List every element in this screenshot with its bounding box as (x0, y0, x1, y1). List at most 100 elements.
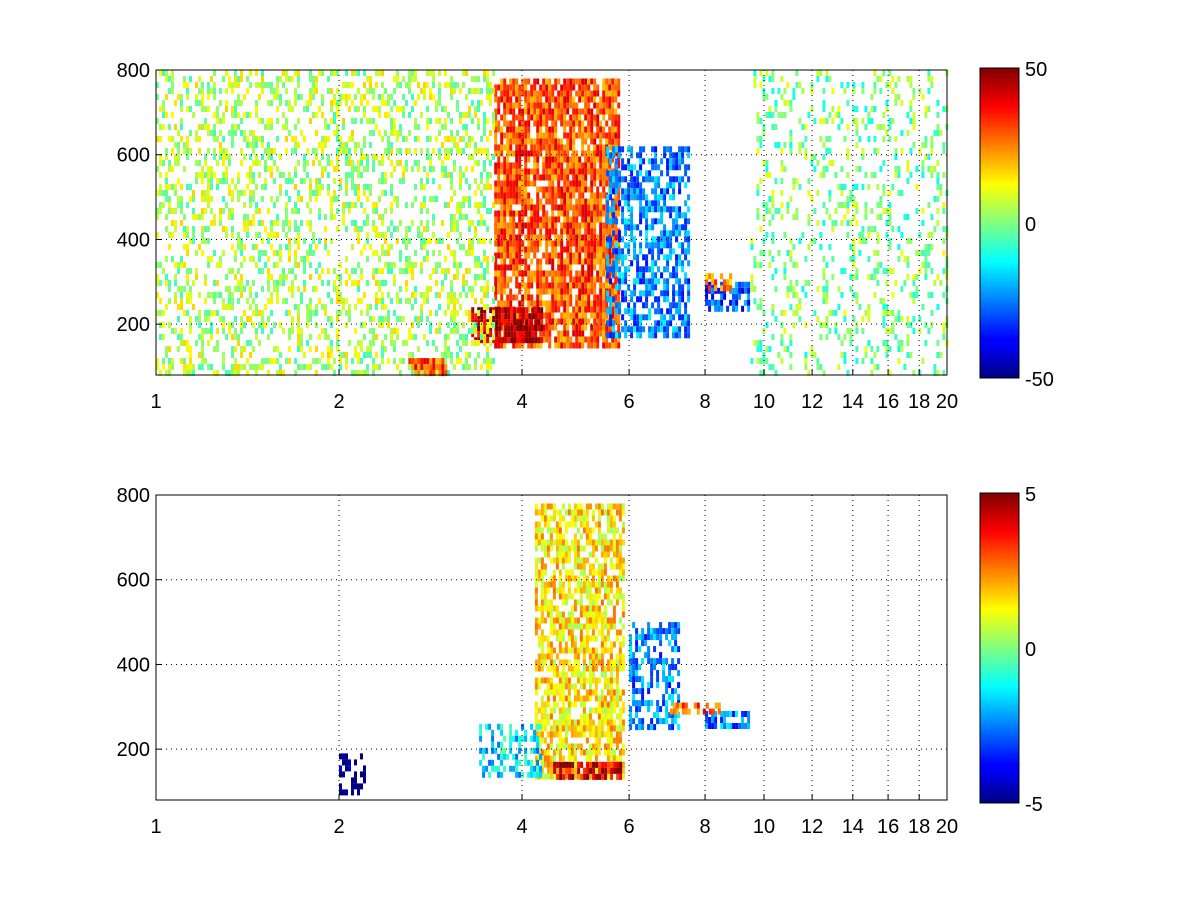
heatmap-cell (599, 162, 603, 169)
heatmap-cell (387, 244, 390, 250)
heatmap-cell (681, 266, 685, 273)
heatmap-cell (483, 334, 486, 340)
heatmap-cell (267, 274, 270, 280)
heatmap-cell (711, 293, 715, 300)
heatmap-cell (192, 208, 195, 214)
heatmap-cell (599, 240, 603, 247)
heatmap-cell (267, 142, 270, 148)
heatmap-cell (846, 370, 850, 376)
heatmap-cell (666, 266, 670, 273)
heatmap-cell (587, 132, 591, 139)
heatmap-cell (828, 196, 832, 202)
heatmap-cell (602, 228, 606, 235)
heatmap-cell (156, 280, 159, 286)
heatmap-cell (678, 302, 682, 309)
heatmap-cell (741, 305, 745, 312)
heatmap-cell (608, 258, 612, 265)
heatmap-cell (515, 90, 519, 97)
heatmap-cell (372, 226, 375, 232)
heatmap-cell (527, 180, 531, 187)
heatmap-cell (459, 118, 462, 124)
heatmap-cell (756, 136, 760, 142)
heatmap-cell (453, 160, 456, 166)
heatmap-cell (393, 226, 396, 232)
heatmap-cell (530, 150, 534, 157)
heatmap-cell (611, 288, 615, 295)
heatmap-cell (774, 106, 778, 112)
heatmap-cell (780, 202, 784, 208)
heatmap-cell (518, 138, 522, 145)
heatmap-cell (198, 136, 201, 142)
heatmap-cell (639, 146, 643, 153)
heatmap-cell (378, 130, 381, 136)
heatmap-cell (489, 316, 492, 322)
heatmap-cell (614, 126, 618, 133)
heatmap-cell (177, 142, 180, 148)
heatmap-cell (831, 118, 835, 124)
heatmap-cell (618, 266, 622, 273)
heatmap-cell (560, 270, 564, 277)
heatmap-cell (518, 96, 522, 103)
heatmap-cell (243, 214, 246, 220)
heatmap-cell (513, 331, 517, 338)
heatmap-cell (189, 196, 192, 202)
heatmap-cell (333, 94, 336, 100)
heatmap-cell (447, 82, 450, 88)
heatmap-cell (648, 278, 652, 285)
heatmap-cell (618, 254, 622, 261)
heatmap-cell (291, 328, 294, 334)
heatmap-cell (537, 307, 541, 314)
heatmap-cell (627, 218, 631, 225)
heatmap-cell (542, 84, 546, 91)
heatmap-cell (480, 298, 483, 304)
heatmap-cell (222, 178, 225, 184)
heatmap-cell (584, 186, 588, 193)
heatmap-cell (672, 266, 676, 273)
heatmap-cell (575, 228, 579, 235)
heatmap-cell (684, 182, 688, 189)
heatmap-cell (174, 262, 177, 268)
heatmap-cell (336, 160, 339, 166)
heatmap-cell (297, 190, 300, 196)
heatmap-cell (189, 316, 192, 322)
heatmap-cell (578, 186, 582, 193)
heatmap-cell (396, 106, 399, 112)
heatmap-cell (315, 268, 318, 274)
heatmap-cell (390, 148, 393, 154)
heatmap-cell (566, 156, 570, 163)
heatmap-cell (333, 358, 336, 364)
heatmap-cell (333, 178, 336, 184)
heatmap-cell (503, 258, 507, 265)
heatmap-cell (477, 331, 481, 338)
heatmap-cell (411, 268, 414, 274)
heatmap-cell (545, 186, 549, 193)
heatmap-cell (273, 346, 276, 352)
heatmap-cell (384, 88, 387, 94)
heatmap-cell (489, 331, 493, 338)
heatmap-cell (456, 274, 459, 280)
heatmap-cell (795, 70, 799, 76)
heatmap-cell (207, 292, 210, 298)
heatmap-cell (536, 168, 540, 175)
heatmap-cell (545, 144, 549, 151)
heatmap-cell (497, 216, 501, 223)
heatmap-cell (494, 120, 498, 127)
heatmap-cell (330, 298, 333, 304)
heatmap-cell (540, 325, 544, 332)
heatmap-cell (614, 276, 618, 283)
heatmap-cell (798, 142, 802, 148)
heatmap-cell (792, 292, 796, 298)
heatmap-cell (612, 200, 616, 207)
heatmap-cell (756, 358, 760, 364)
heatmap-cell (617, 120, 621, 127)
heatmap-cell (602, 132, 606, 139)
heatmap-cell (557, 318, 561, 325)
heatmap-cell (372, 94, 375, 100)
heatmap-cell (459, 262, 462, 268)
heatmap-cell (557, 162, 561, 169)
heatmap-cell (246, 142, 249, 148)
heatmap-cell (426, 238, 429, 244)
heatmap-cell (315, 112, 318, 118)
heatmap-cell (834, 208, 838, 214)
heatmap-cell (456, 106, 459, 112)
